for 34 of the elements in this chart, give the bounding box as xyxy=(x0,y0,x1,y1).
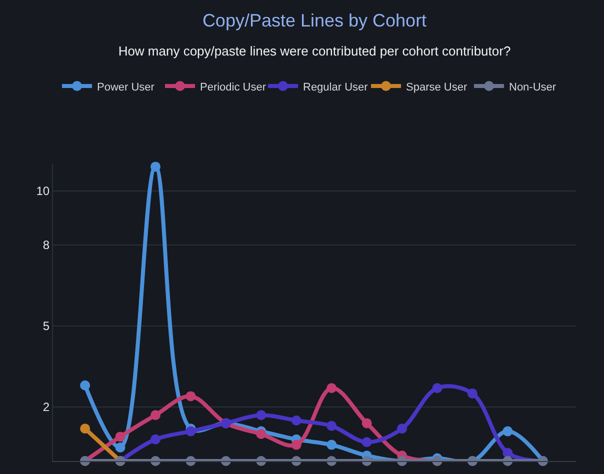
point xyxy=(115,442,126,452)
point xyxy=(502,426,513,436)
point xyxy=(115,432,126,442)
point xyxy=(467,388,478,398)
point xyxy=(362,418,372,428)
point xyxy=(326,420,337,431)
point xyxy=(502,448,513,458)
point xyxy=(256,410,266,420)
point xyxy=(291,416,302,426)
point xyxy=(291,440,302,450)
chart-subtitle: How many copy/paste lines were contributed per cohort contributor? xyxy=(118,44,511,59)
point xyxy=(186,391,196,402)
y-tick-label: 2 xyxy=(42,400,50,414)
y-tick-label: 5 xyxy=(42,319,50,334)
legend-label: Periodic User xyxy=(200,81,266,94)
point xyxy=(80,424,90,434)
point xyxy=(362,437,372,448)
point xyxy=(186,426,196,436)
point xyxy=(326,383,337,394)
point xyxy=(150,410,160,420)
point xyxy=(397,424,408,434)
point xyxy=(256,429,266,439)
legend-label: Power User xyxy=(97,81,155,94)
point xyxy=(80,380,90,390)
point xyxy=(150,434,160,444)
y-tick-label: 8 xyxy=(42,238,50,252)
y-tick-label: 10 xyxy=(36,184,50,198)
point xyxy=(150,162,160,172)
point xyxy=(326,440,337,450)
point xyxy=(432,383,442,394)
legend-label: Non-User xyxy=(509,81,556,94)
legend-label: Sparse User xyxy=(406,81,468,94)
chart-title: Copy/Paste Lines by Cohort xyxy=(202,10,427,30)
legend-label: Regular User xyxy=(303,81,368,94)
